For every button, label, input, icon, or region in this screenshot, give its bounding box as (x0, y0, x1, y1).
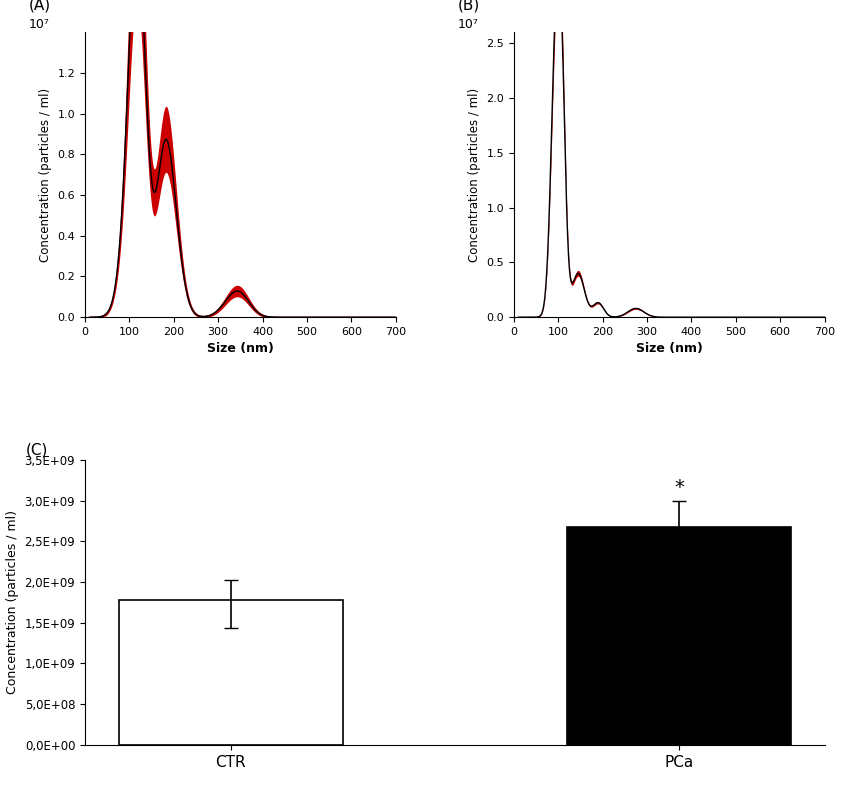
Text: (A): (A) (29, 0, 51, 13)
X-axis label: Size (nm): Size (nm) (207, 343, 274, 356)
Text: (B): (B) (458, 0, 480, 13)
X-axis label: Size (nm): Size (nm) (636, 343, 703, 356)
Text: (C): (C) (26, 443, 48, 457)
Text: 10⁷: 10⁷ (458, 18, 479, 30)
Y-axis label: Concentration (particles / ml): Concentration (particles / ml) (468, 87, 481, 262)
Bar (567, 526, 790, 745)
Text: *: * (674, 478, 683, 497)
Y-axis label: Concentration (particles / ml): Concentration (particles / ml) (39, 87, 52, 262)
Y-axis label: Concentration (particles / ml): Concentration (particles / ml) (6, 510, 19, 694)
Bar (119, 600, 343, 745)
Text: 10⁷: 10⁷ (29, 18, 50, 30)
